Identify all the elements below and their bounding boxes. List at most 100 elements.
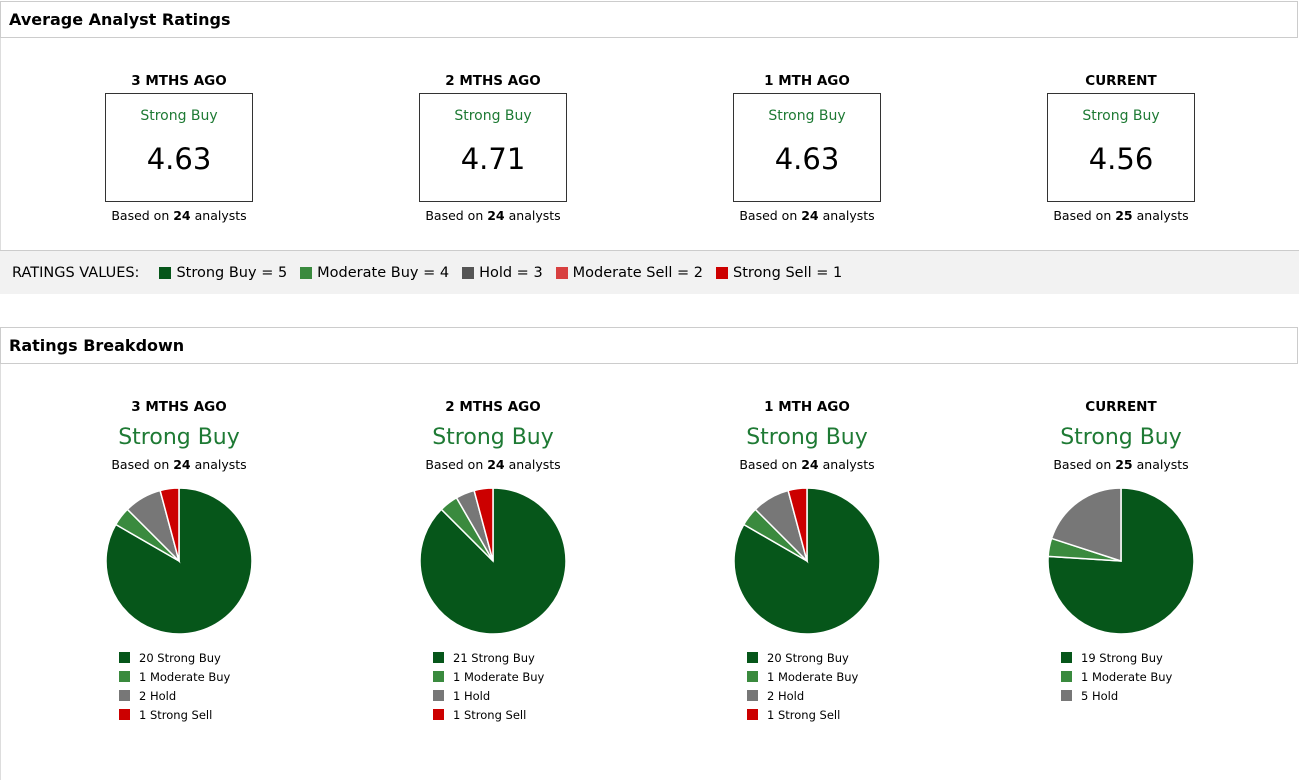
pie-legend: 20 Strong Buy 1 Moderate Buy 2 Hold 1 Stron… xyxy=(119,648,239,724)
rating-box: Strong Buy 4.71 xyxy=(419,93,567,202)
rating-score: 4.71 xyxy=(460,142,526,176)
color-swatch-icon xyxy=(555,266,568,279)
analyst-count: 24 xyxy=(801,457,819,472)
rating-value-item: Strong Sell = 1 xyxy=(716,265,842,281)
color-swatch-icon xyxy=(119,709,130,720)
based-suffix: analysts xyxy=(194,457,247,472)
analyst-count: 24 xyxy=(173,208,191,223)
rating-label: Strong Buy xyxy=(1060,425,1182,450)
pie-legend-item: 1 Hold xyxy=(433,686,553,705)
rating-box: Strong Buy 4.63 xyxy=(105,93,253,202)
pie-legend-item: 20 Strong Buy xyxy=(119,648,239,667)
rating-label: Strong Buy xyxy=(768,108,846,124)
analyst-count: 24 xyxy=(173,457,191,472)
based-prefix: Based on xyxy=(739,457,798,472)
pie-legend-item: 19 Strong Buy xyxy=(1061,648,1181,667)
color-swatch-icon xyxy=(747,652,758,663)
breakdown-column: 2 MTHS AGO Strong Buy Based on 24 analys… xyxy=(363,399,623,724)
pie-legend: 19 Strong Buy 1 Moderate Buy 5 Hold xyxy=(1061,648,1181,705)
avg-rating-card: CURRENT Strong Buy 4.56 Based on 25 anal… xyxy=(991,73,1251,223)
based-suffix: analysts xyxy=(1136,208,1189,223)
rating-value-item: Strong Buy = 5 xyxy=(159,265,287,281)
avg-rating-card: 1 MTH AGO Strong Buy 4.63 Based on 24 an… xyxy=(677,73,937,223)
color-swatch-icon xyxy=(747,709,758,720)
based-on-text: Based on 25 analysts xyxy=(991,457,1251,472)
rating-value-label: Moderate Buy = 4 xyxy=(317,264,450,281)
color-swatch-icon xyxy=(119,690,130,701)
rating-label: Strong Buy xyxy=(140,108,218,124)
legend-label: 1 Moderate Buy xyxy=(139,669,231,684)
based-on-text: Based on 24 analysts xyxy=(49,457,309,472)
breakdown-column: 1 MTH AGO Strong Buy Based on 24 analyst… xyxy=(677,399,937,724)
based-suffix: analysts xyxy=(508,208,561,223)
breakdown-column: CURRENT Strong Buy Based on 25 analysts … xyxy=(991,399,1251,705)
divider xyxy=(0,364,1,780)
pie-legend-item: 2 Hold xyxy=(747,686,867,705)
color-swatch-icon xyxy=(1061,690,1072,701)
pie-legend-item: 2 Hold xyxy=(119,686,239,705)
legend-label: 1 Hold xyxy=(453,688,491,703)
rating-label: Strong Buy xyxy=(432,425,554,450)
legend-label: 1 Moderate Buy xyxy=(1081,669,1173,684)
pie-slice-strong-sell[interactable] xyxy=(159,487,180,562)
based-prefix: Based on xyxy=(111,208,170,223)
legend-label: 1 Strong Sell xyxy=(767,707,841,722)
color-swatch-icon xyxy=(300,266,313,279)
based-prefix: Based on xyxy=(1053,457,1112,472)
based-on-text: Based on 25 analysts xyxy=(991,208,1251,223)
analyst-count: 24 xyxy=(487,208,505,223)
ratings-pie-chart xyxy=(1047,487,1195,635)
based-prefix: Based on xyxy=(425,457,484,472)
ratings-pie-chart xyxy=(733,487,881,635)
based-prefix: Based on xyxy=(425,208,484,223)
legend-label: 1 Moderate Buy xyxy=(767,669,859,684)
based-suffix: analysts xyxy=(822,457,875,472)
rating-score: 4.63 xyxy=(774,142,840,176)
based-on-text: Based on 24 analysts xyxy=(363,457,623,472)
period-label: 1 MTH AGO xyxy=(764,399,850,415)
pie-slice-strong-sell[interactable] xyxy=(473,487,494,562)
rating-value-item: Hold = 3 xyxy=(462,265,543,281)
pie-legend-item: 1 Strong Sell xyxy=(119,705,239,724)
pie-legend-item: 1 Strong Sell xyxy=(747,705,867,724)
color-swatch-icon xyxy=(1061,652,1072,663)
avg-rating-card: 3 MTHS AGO Strong Buy 4.63 Based on 24 a… xyxy=(49,73,309,223)
analyst-count: 25 xyxy=(1115,208,1133,223)
rating-label: Strong Buy xyxy=(454,108,532,124)
rating-label: Strong Buy xyxy=(118,425,240,450)
avg-rating-card: 2 MTHS AGO Strong Buy 4.71 Based on 24 a… xyxy=(363,73,623,223)
based-prefix: Based on xyxy=(1053,208,1112,223)
period-label: 1 MTH AGO xyxy=(764,73,850,89)
analyst-count: 24 xyxy=(487,457,505,472)
ratings-breakdown-header: Ratings Breakdown xyxy=(0,327,1298,364)
period-label: 3 MTHS AGO xyxy=(131,399,227,415)
pie-slice-strong-buy[interactable] xyxy=(419,487,567,635)
legend-label: 5 Hold xyxy=(1081,688,1119,703)
legend-label: 2 Hold xyxy=(767,688,805,703)
ratings-pie-chart xyxy=(419,487,567,635)
rating-label: Strong Buy xyxy=(1082,108,1160,124)
pie-legend-item: 21 Strong Buy xyxy=(433,648,553,667)
rating-label: Strong Buy xyxy=(746,425,868,450)
legend-label: 20 Strong Buy xyxy=(767,650,849,665)
color-swatch-icon xyxy=(119,671,130,682)
rating-value-label: Strong Sell = 1 xyxy=(733,264,843,281)
ratings-pie-chart xyxy=(105,487,253,635)
pie-slice-hold[interactable] xyxy=(1050,487,1122,563)
based-prefix: Based on xyxy=(739,208,798,223)
period-label: CURRENT xyxy=(1085,399,1157,415)
color-swatch-icon xyxy=(119,652,130,663)
rating-box: Strong Buy 4.56 xyxy=(1047,93,1195,202)
legend-label: 1 Strong Sell xyxy=(453,707,527,722)
pie-legend-item: 1 Strong Sell xyxy=(433,705,553,724)
based-suffix: analysts xyxy=(822,208,875,223)
period-label: 3 MTHS AGO xyxy=(131,73,227,89)
analyst-count: 24 xyxy=(801,208,819,223)
pie-slice-strong-sell[interactable] xyxy=(787,487,808,562)
period-label: CURRENT xyxy=(1085,73,1157,89)
based-on-text: Based on 24 analysts xyxy=(677,457,937,472)
color-swatch-icon xyxy=(433,652,444,663)
pie-legend-item: 20 Strong Buy xyxy=(747,648,867,667)
color-swatch-icon xyxy=(433,690,444,701)
ratings-values-legend: RATINGS VALUES: Strong Buy = 5 Moderate B… xyxy=(0,250,1299,294)
